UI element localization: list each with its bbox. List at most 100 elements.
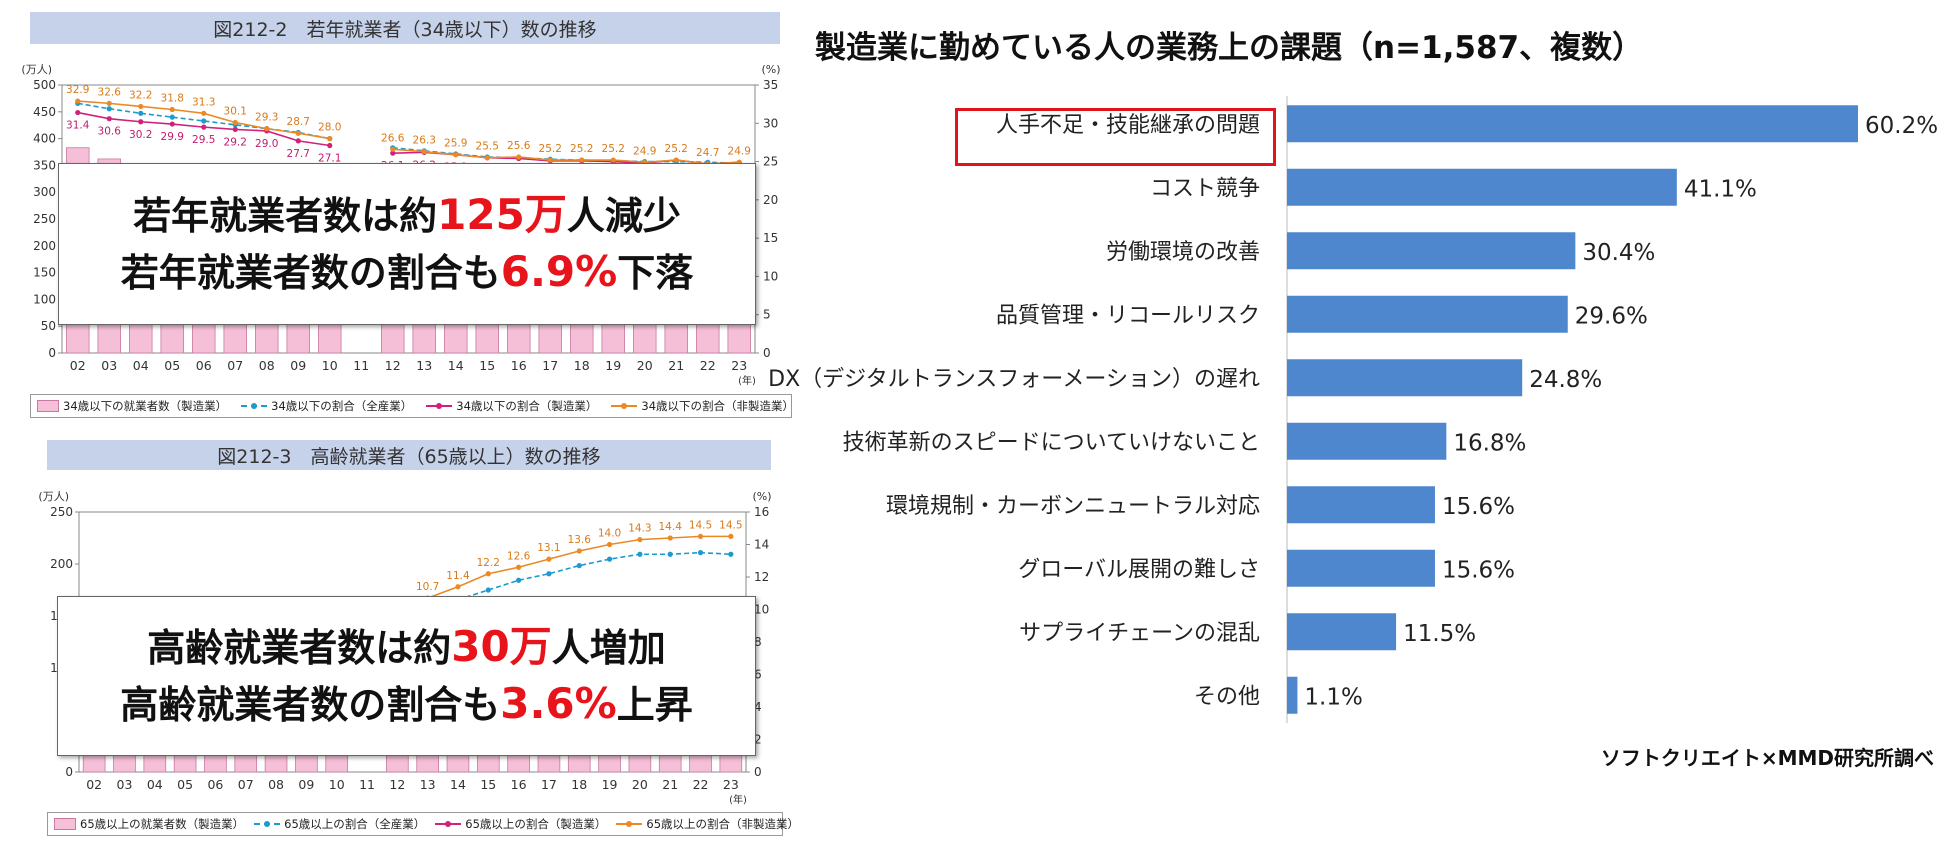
x-tick-label: 19 bbox=[605, 358, 621, 373]
bar bbox=[1287, 359, 1523, 397]
overlay-highlight: 3.6% bbox=[500, 679, 617, 728]
legend-label: 34歳以下の割合（全産業） bbox=[271, 399, 413, 413]
y-left-unit: (万人) bbox=[21, 63, 52, 76]
data-label: 31.4 bbox=[66, 120, 90, 132]
y-right-tick-label: 8 bbox=[754, 635, 762, 649]
series-point bbox=[728, 551, 734, 557]
data-label: 10.7 bbox=[416, 581, 439, 593]
x-tick-label: 08 bbox=[259, 358, 275, 373]
bar bbox=[1287, 549, 1435, 587]
legend-label: 65歳以上の就業者数（製造業） bbox=[80, 817, 245, 831]
data-label: 32.9 bbox=[66, 84, 89, 96]
category-label: 技術革新のスピードについていけないこと bbox=[843, 430, 1260, 455]
x-tick-label: 23 bbox=[723, 777, 739, 792]
x-tick-label: 12 bbox=[385, 358, 401, 373]
category-label: DX（デジタルトランスフォーメーション）の遅れ bbox=[768, 367, 1260, 392]
x-tick-label: 02 bbox=[70, 358, 86, 373]
chart1-overlay-line2: 若年就業者数の割合も6.9%下落 bbox=[121, 244, 694, 301]
source-note: ソフトクリエイト×MMD研究所調べ bbox=[1600, 746, 1934, 770]
x-tick-label: 21 bbox=[668, 358, 684, 373]
y-left-tick-label: 250 bbox=[50, 505, 73, 519]
data-label: 14.4 bbox=[659, 521, 683, 533]
x-tick-label: 03 bbox=[101, 358, 117, 373]
overlay-text: 人増加 bbox=[551, 626, 666, 670]
category-label: 労働環境の改善 bbox=[1106, 240, 1260, 265]
legend-item: 65歳以上の割合（非製造業） bbox=[616, 816, 799, 832]
x-unit: (年) bbox=[738, 374, 756, 387]
y-right-tick-label: 25 bbox=[763, 155, 778, 169]
legend-swatch bbox=[54, 818, 76, 830]
series-line bbox=[392, 148, 740, 165]
y-right-unit: (%) bbox=[761, 63, 780, 76]
legend-item: 34歳以下の割合（製造業） bbox=[426, 398, 597, 414]
overlay-text: 若年就業者数の割合も bbox=[120, 251, 501, 295]
series-point bbox=[485, 587, 491, 593]
legend-label: 34歳以下の割合（製造業） bbox=[456, 399, 598, 413]
x-tick-label: 22 bbox=[700, 358, 716, 373]
series-line bbox=[77, 100, 330, 140]
x-tick-label: 07 bbox=[227, 358, 243, 373]
y-right-tick-label: 0 bbox=[754, 765, 762, 779]
bar bbox=[1287, 613, 1397, 651]
y-right-tick-label: 5 bbox=[763, 308, 771, 322]
value-label: 15.6% bbox=[1442, 557, 1515, 583]
survey-chart-title: 製造業に勤めている人の業務上の課題（n=1,587、複数） bbox=[815, 30, 1644, 66]
data-label: 30.6 bbox=[98, 126, 122, 138]
data-label: 14.3 bbox=[628, 523, 651, 535]
legend-label: 65歳以上の割合（全産業） bbox=[284, 817, 426, 831]
chart2-overlay-callout: 高齢就業者数は約30万人増加 高齢就業者数の割合も3.6%上昇 bbox=[57, 596, 756, 756]
x-tick-label: 14 bbox=[450, 777, 466, 792]
x-tick-label: 14 bbox=[448, 358, 464, 373]
data-label: 13.1 bbox=[537, 542, 560, 554]
overlay-text: 上昇 bbox=[616, 683, 693, 727]
x-tick-label: 04 bbox=[147, 777, 163, 792]
data-label: 32.6 bbox=[98, 86, 122, 98]
x-tick-label: 02 bbox=[86, 777, 102, 792]
data-label: 29.3 bbox=[255, 112, 278, 124]
y-right-tick-label: 30 bbox=[763, 116, 778, 130]
x-tick-label: 18 bbox=[574, 358, 590, 373]
data-label: 26.6 bbox=[381, 132, 405, 144]
y-right-tick-label: 15 bbox=[763, 231, 778, 245]
x-tick-label: 06 bbox=[196, 358, 212, 373]
x-tick-label: 07 bbox=[238, 777, 254, 792]
y-left-tick-label: 500 bbox=[33, 78, 56, 92]
data-label: 28.0 bbox=[318, 122, 341, 134]
data-label: 25.2 bbox=[570, 143, 593, 155]
legend-label: 65歳以上の割合（非製造業） bbox=[646, 817, 800, 831]
y-right-tick-label: 10 bbox=[754, 603, 769, 617]
x-tick-label: 22 bbox=[693, 777, 709, 792]
y-right-tick-label: 16 bbox=[754, 505, 769, 519]
legend-swatch bbox=[254, 819, 281, 829]
y-right-tick-label: 14 bbox=[754, 538, 769, 552]
y-right-tick-label: 20 bbox=[763, 193, 778, 207]
x-tick-label: 16 bbox=[511, 777, 527, 792]
overlay-text: 若年就業者数は約 bbox=[133, 194, 438, 238]
x-tick-label: 09 bbox=[290, 358, 306, 373]
y-left-tick-label: 250 bbox=[33, 212, 56, 226]
legend-item: 34歳以下の割合（全産業） bbox=[241, 398, 412, 414]
overlay-text: 高齢就業者数の割合も bbox=[120, 683, 501, 727]
x-unit: (年) bbox=[729, 793, 747, 806]
x-tick-label: 20 bbox=[637, 358, 653, 373]
y-left-tick-label: 200 bbox=[50, 557, 73, 571]
y-left-tick-label: 450 bbox=[33, 105, 56, 119]
data-label: 27.1 bbox=[318, 152, 341, 164]
overlay-highlight: 6.9% bbox=[500, 247, 618, 296]
y-left-unit: (万人) bbox=[38, 490, 69, 503]
series-point bbox=[201, 118, 207, 124]
category-label: 人手不足・技能継承の問題 bbox=[996, 113, 1260, 138]
value-label: 41.1% bbox=[1684, 176, 1757, 202]
chart1-overlay-callout: 若年就業者数は約125万人減少 若年就業者数の割合も6.9%下落 bbox=[58, 163, 756, 325]
bar bbox=[1287, 422, 1447, 460]
y-right-tick-label: 4 bbox=[754, 700, 762, 714]
data-label: 25.2 bbox=[665, 143, 688, 155]
category-label: 品質管理・リコールリスク bbox=[996, 303, 1260, 328]
legend-item: 65歳以上の就業者数（製造業） bbox=[54, 816, 244, 832]
series-line bbox=[457, 551, 731, 601]
overlay-text: 高齢就業者数は約 bbox=[147, 626, 452, 670]
data-label: 25.2 bbox=[539, 143, 562, 155]
x-tick-label: 17 bbox=[542, 358, 558, 373]
value-label: 11.5% bbox=[1403, 621, 1476, 647]
